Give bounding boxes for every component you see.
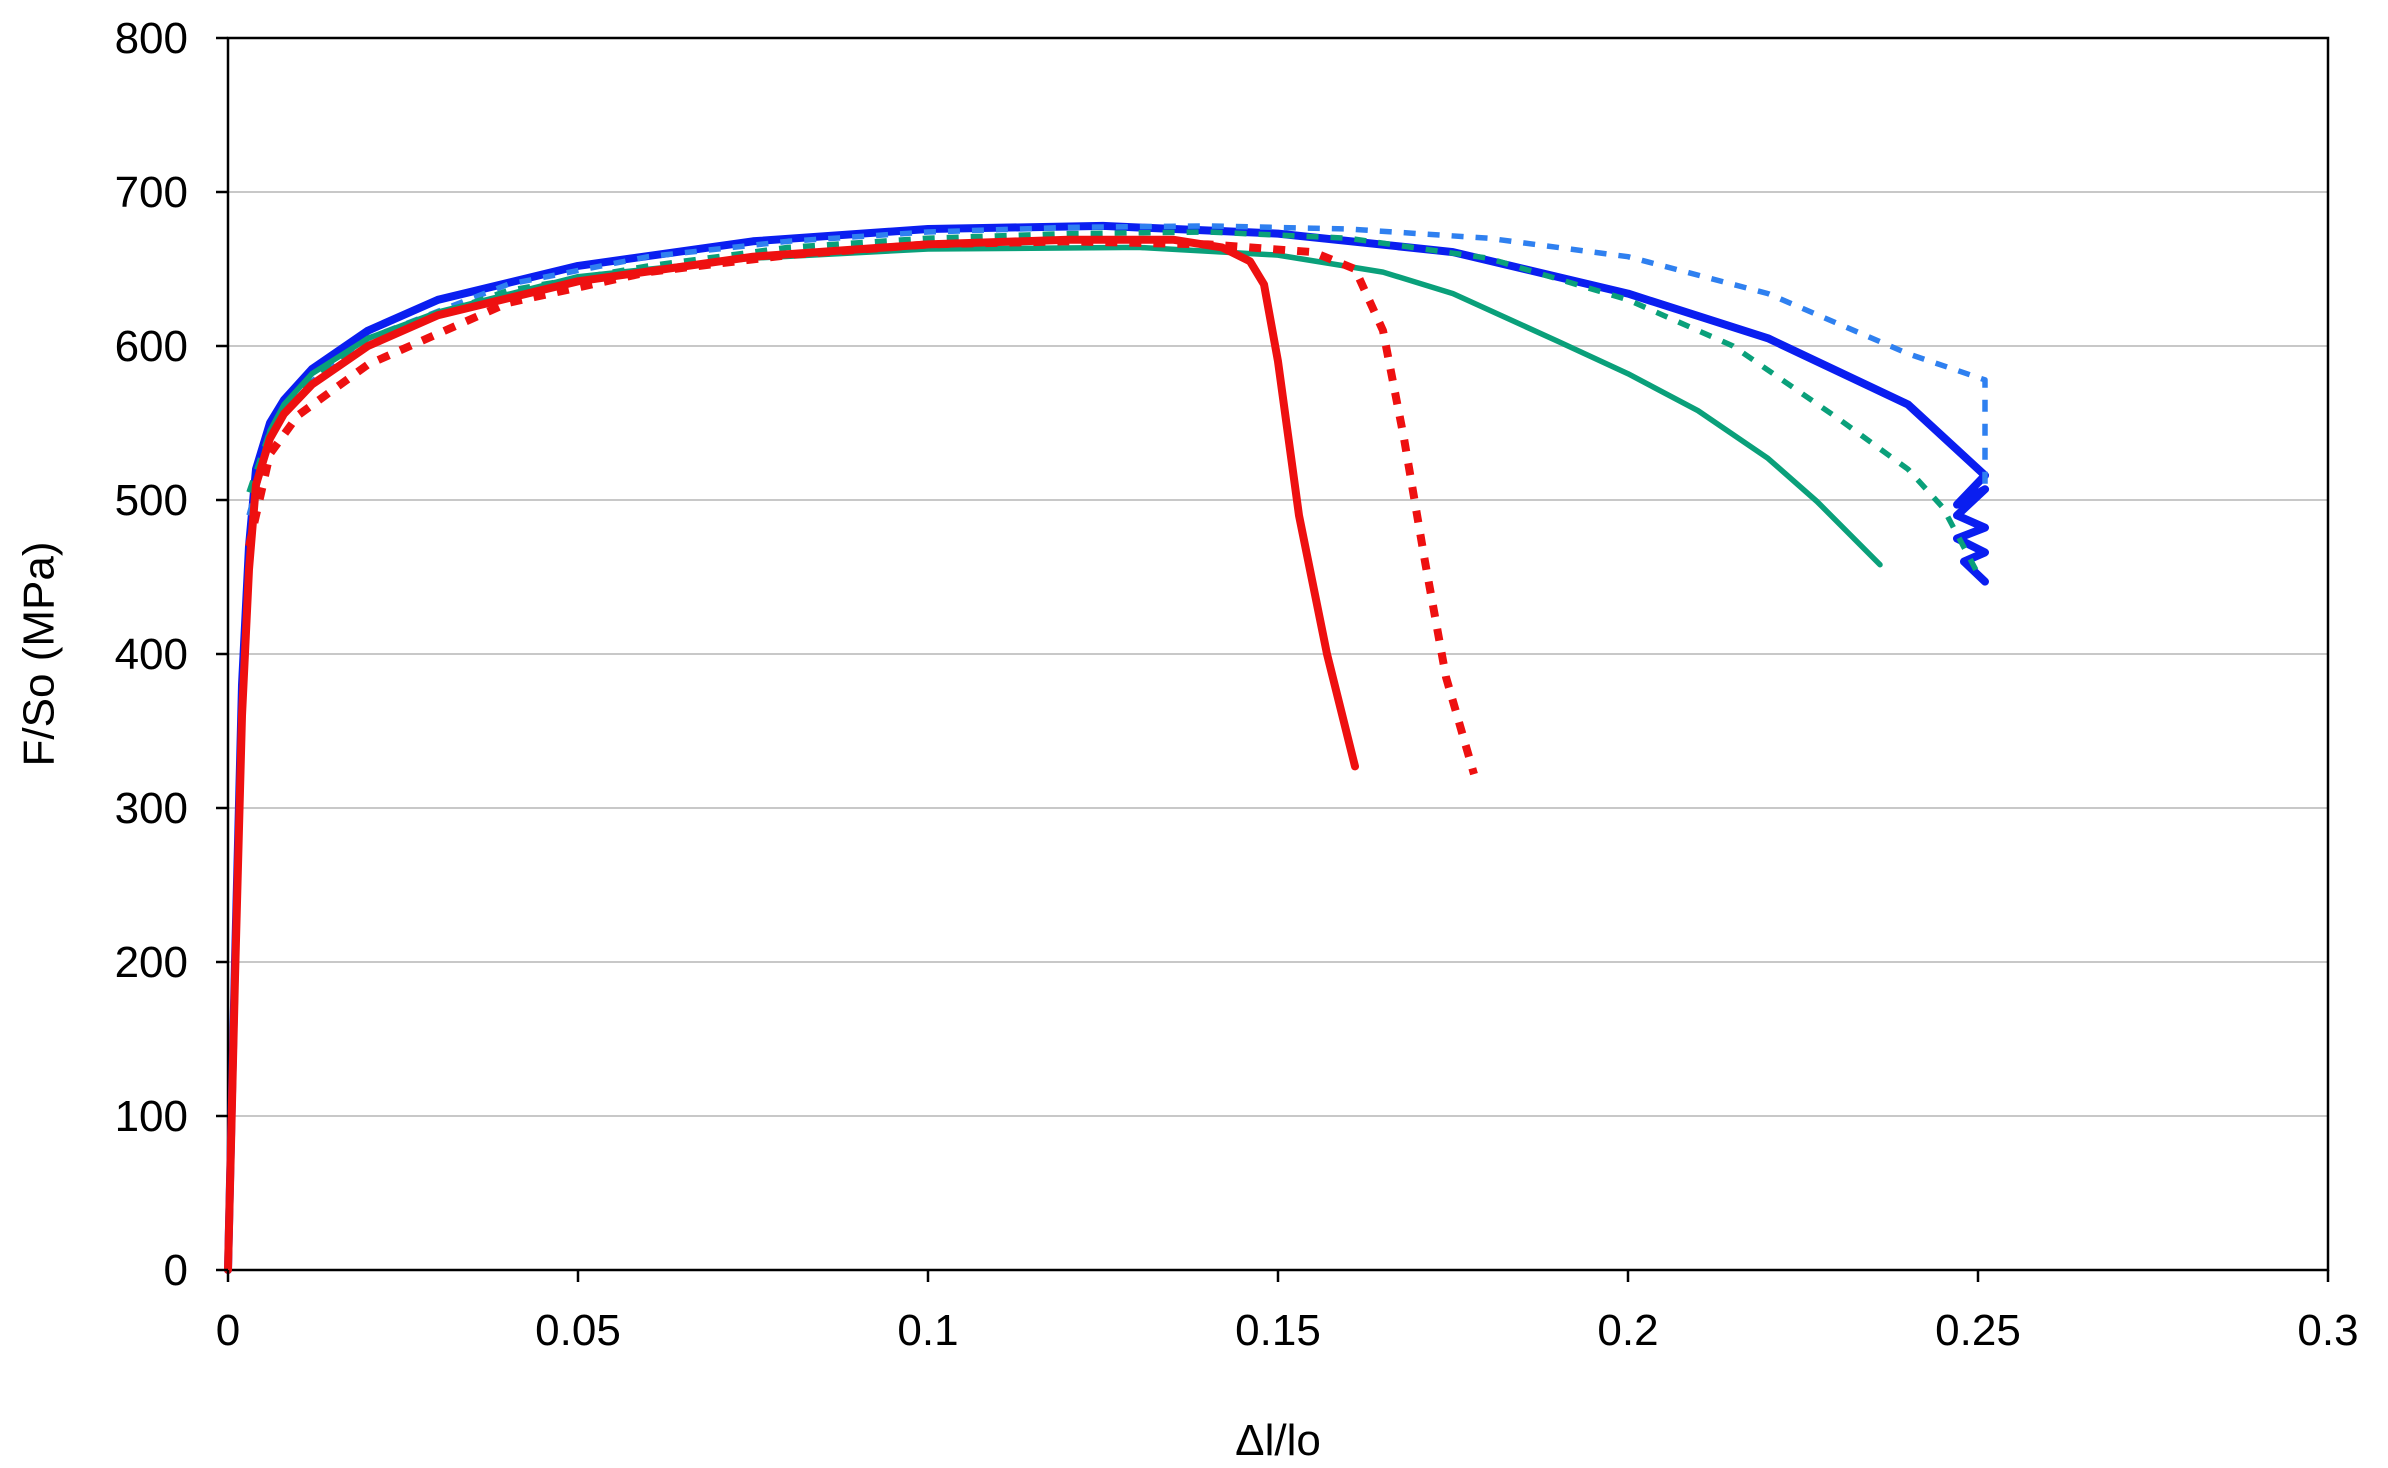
x-tick-label: 0.15 <box>1235 1306 1321 1355</box>
y-tick-label: 500 <box>115 476 188 525</box>
y-tick-label: 300 <box>115 784 188 833</box>
x-tick-label: 0 <box>216 1306 240 1355</box>
x-tick-label: 0.2 <box>1597 1306 1658 1355</box>
series-line-6 <box>245 237 1478 776</box>
y-tick-label: 700 <box>115 168 188 217</box>
x-tick-label: 0.3 <box>2297 1306 2358 1355</box>
x-tick-label: 0.05 <box>535 1306 621 1355</box>
y-tick-label: 800 <box>115 14 188 63</box>
y-tick-label: 600 <box>115 322 188 371</box>
series-line-2 <box>246 223 1988 517</box>
grid-lines <box>228 191 2328 1117</box>
y-tick-label: 0 <box>164 1246 188 1295</box>
series-line-4 <box>246 229 1981 576</box>
x-tick-label: 0.25 <box>1935 1306 2021 1355</box>
y-tick-label: 400 <box>115 630 188 679</box>
x-axis-title: Δl/lo <box>1235 1416 1321 1465</box>
series-line-5 <box>224 235 1359 1274</box>
y-axis-title: F/So (MPa) <box>15 542 64 767</box>
y-axis-ticks: 0 100 200 300 400 500 600 700 800 <box>115 14 228 1295</box>
x-tick-label: 0.1 <box>897 1306 958 1355</box>
x-axis-ticks: 0 0.05 0.1 0.15 0.2 0.25 0.3 <box>216 1270 2359 1355</box>
y-tick-label: 100 <box>115 1092 188 1141</box>
series-layer <box>224 221 1989 1274</box>
y-tick-label: 200 <box>115 938 188 987</box>
series-line-1 <box>224 221 1989 1274</box>
